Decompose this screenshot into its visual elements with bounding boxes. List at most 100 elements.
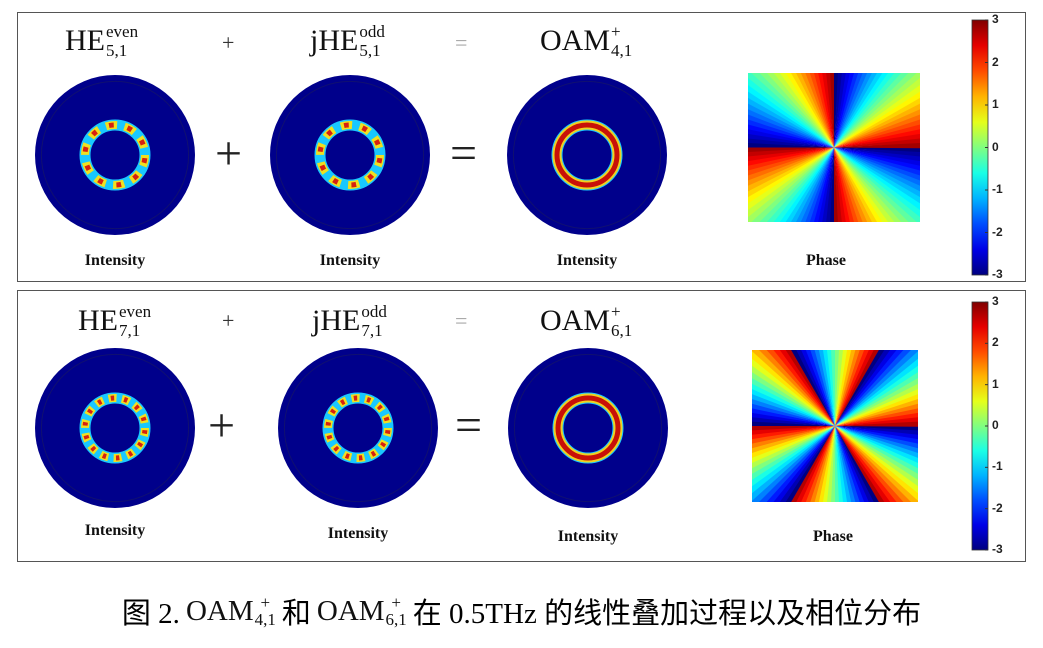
term-base: OAM — [540, 24, 611, 57]
phase-wedge — [835, 421, 918, 427]
intensity-map — [507, 75, 667, 235]
phase-wedge — [790, 73, 834, 148]
phase-wedge — [752, 426, 835, 487]
phase-wedge — [829, 147, 834, 222]
colorbar-tick-label: 0 — [992, 418, 999, 432]
phase-wedge — [748, 147, 834, 186]
colorbar-tick-label: 1 — [992, 376, 999, 391]
phase-wedge — [801, 350, 835, 426]
term-scripts: even 7,1 — [119, 302, 151, 340]
phase-wedge — [748, 147, 834, 171]
colorbar-tick-label: 3 — [992, 12, 999, 26]
phase-wedge — [814, 350, 835, 426]
phase-wedge — [752, 426, 835, 440]
phase-wedge — [834, 147, 872, 222]
colorbar-tick-label: -2 — [992, 224, 1003, 239]
colorbar-tick-label: -2 — [992, 500, 1003, 515]
panel-caption: Intensity — [556, 252, 618, 269]
phase-wedge — [834, 97, 920, 148]
phase-wedge — [834, 147, 883, 222]
phase-wedge — [835, 358, 918, 426]
colorbar-tick-label: -1 — [992, 459, 1003, 474]
colorbar-tick-label: 3 — [992, 294, 999, 308]
phase-wedge — [785, 350, 835, 426]
phase-wedge — [779, 73, 834, 148]
phase-wedge — [834, 124, 920, 148]
phase-wedge — [835, 351, 918, 426]
operator: + — [215, 127, 243, 180]
panel-frame — [17, 12, 1026, 282]
caption-term: OAM +4,1 — [186, 594, 276, 628]
phase-wedge — [814, 73, 834, 148]
phase-wedge — [834, 103, 920, 148]
term-base: HE — [65, 24, 105, 57]
term-sub: 5,1 — [106, 41, 128, 60]
term-scripts: +6,1 — [386, 594, 407, 628]
term-scripts: odd 7,1 — [361, 302, 387, 340]
phase-wedge — [752, 426, 835, 480]
phase-wedge — [766, 350, 835, 426]
term-scripts: odd 5,1 — [359, 22, 385, 60]
phase-wedge — [835, 426, 865, 502]
phase-wedge — [834, 85, 920, 148]
intensity-map — [508, 348, 668, 508]
term-base: OAM — [540, 304, 611, 337]
term-scripts: even 5,1 — [106, 22, 138, 60]
phase-wedge — [835, 426, 918, 502]
term-base: OAM — [316, 594, 385, 627]
phase-wedge — [835, 426, 852, 502]
term-sub: 4,1 — [611, 41, 633, 60]
phase-map — [748, 73, 920, 222]
phase-wedge — [834, 73, 920, 148]
phase-wedge — [752, 426, 835, 444]
fiber-disc — [35, 75, 195, 235]
phase-wedge — [752, 426, 835, 502]
caption-term: OAM +6,1 — [317, 594, 407, 628]
term-scripts: +4,1 — [611, 22, 632, 60]
phase-wedge — [752, 426, 835, 453]
phase-wedge — [835, 426, 874, 502]
colorbar-tick-label: 2 — [992, 335, 999, 350]
phase-wedge — [818, 73, 834, 148]
colorbar-tick-label: -1 — [992, 182, 1003, 196]
phase-wedge — [834, 147, 854, 222]
phase-wedge — [835, 426, 869, 502]
panel-caption: Intensity — [319, 252, 381, 269]
term-sup: + — [611, 302, 621, 321]
intensity-map — [270, 75, 430, 235]
panel-caption: Intensity — [557, 528, 619, 545]
colorbar-tick-label: 2 — [992, 54, 999, 69]
cladding-outline — [40, 80, 190, 230]
phase-wedge — [748, 147, 834, 198]
fiber-disc — [507, 75, 667, 235]
phase-wedge — [752, 426, 835, 458]
mode-label: jHE odd 7,1 — [312, 302, 387, 340]
phase-wedge — [748, 147, 834, 176]
phase-wedge — [835, 403, 918, 426]
phase-wedge — [796, 350, 835, 426]
ring-lobes — [81, 121, 149, 189]
phase-wedge — [835, 426, 891, 502]
phase-wedge — [834, 147, 889, 222]
phase-wedge — [752, 425, 835, 431]
term-base: jHE — [310, 24, 359, 57]
ring-core — [555, 395, 621, 461]
phase-wedge — [752, 426, 835, 469]
phase-wedge — [834, 147, 895, 222]
phase-wedge — [835, 389, 918, 426]
caption-prefix: 图 2. — [121, 598, 180, 630]
cladding-outline — [513, 353, 663, 503]
fiber-disc — [508, 348, 668, 508]
phase-wedge — [752, 426, 835, 449]
phase-wedge — [810, 350, 835, 426]
phase-wedge — [834, 147, 846, 222]
operator-small: + — [222, 308, 235, 333]
term-base: jHE — [312, 304, 361, 337]
term-sup: even — [119, 302, 152, 321]
phase-wedge — [835, 372, 918, 426]
caption-suffix: 在 0.5THz 的线性叠加过程以及相位分布 — [412, 598, 922, 630]
phase-wedge — [748, 147, 834, 181]
phase-wedge — [752, 426, 835, 494]
